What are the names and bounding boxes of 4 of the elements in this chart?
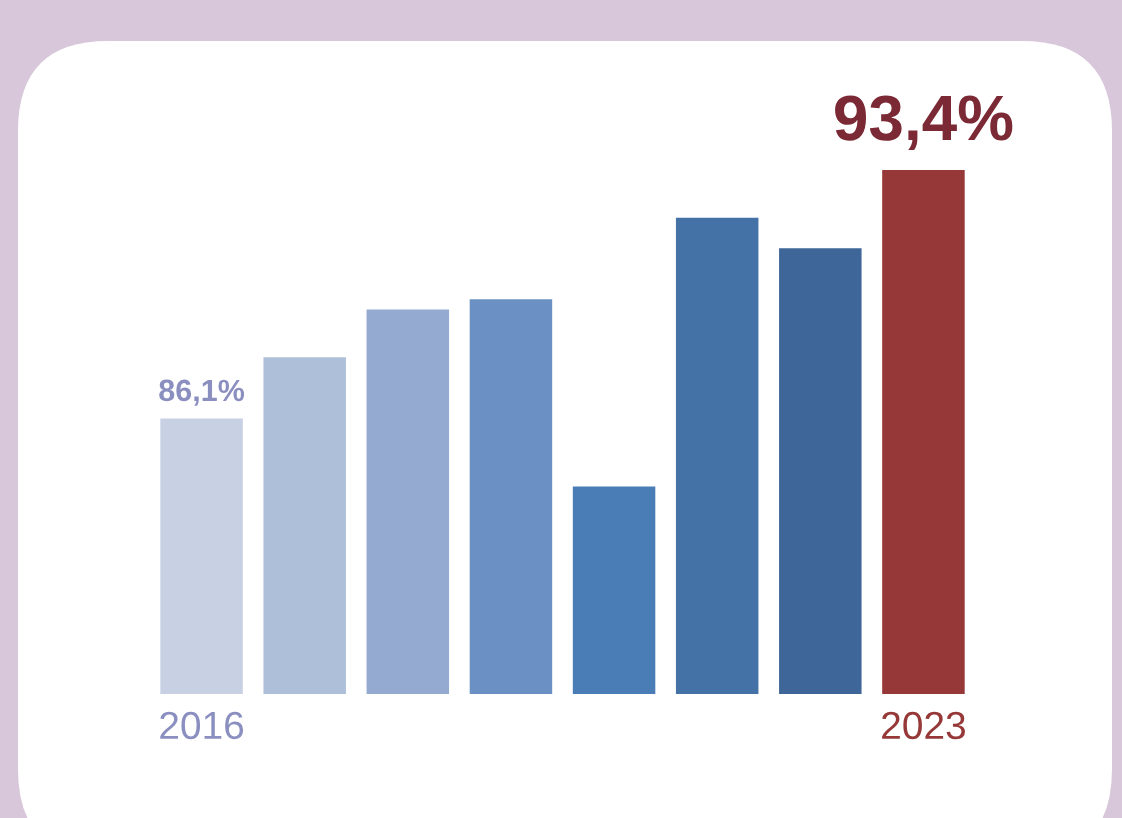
data-label: 93,4%	[835, 95, 1013, 150]
x-tick-label: 2016	[160, 711, 244, 740]
data-label: 86,1%	[159, 379, 245, 406]
x-tick-label: 2023	[882, 711, 965, 740]
